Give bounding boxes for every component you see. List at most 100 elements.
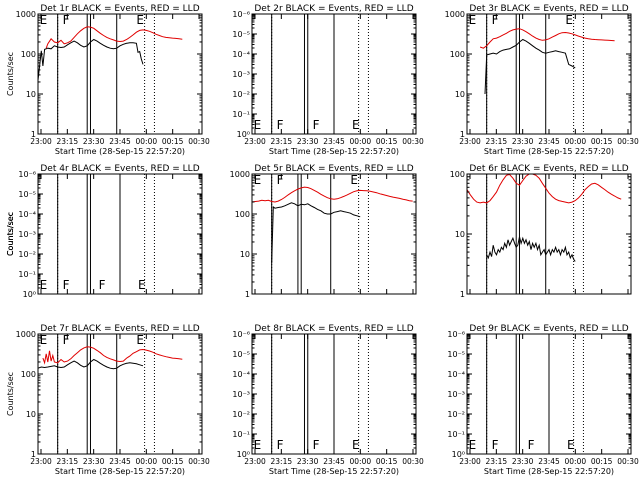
x-axis-title: Start Time (28-Sep-15 22:57:20) (269, 147, 399, 156)
series-line-events (486, 236, 576, 262)
x-tick-label: 23:45 (323, 137, 345, 146)
x-tick-label: 23:00 (30, 137, 52, 146)
y-axis-title: Counts/sec (6, 52, 15, 96)
series-line-events (271, 202, 361, 263)
y-tick-label: 1 (31, 130, 36, 139)
x-tick-label: 23:30 (297, 137, 319, 146)
x-tick-label: 00:15 (376, 457, 398, 466)
y-tick-label: 1 (460, 290, 465, 299)
series-line-events (37, 358, 144, 370)
x-tick-label: 23:15 (57, 457, 79, 466)
x-tick-label: 23:15 (271, 457, 293, 466)
x-tick-label: 23:45 (109, 137, 131, 146)
y-tick-label: 1000 (16, 10, 36, 19)
event-marker-e: E (350, 173, 358, 187)
x-tick-label: 00:00 (136, 457, 158, 466)
event-marker-f: F (63, 333, 70, 347)
x-axis-title: Start Time (28-Sep-15 22:57:20) (484, 467, 614, 476)
y-tick-label: 1000 (230, 170, 250, 179)
x-tick-label: 23:45 (538, 457, 560, 466)
y-tick-label: 10⁻¹ (18, 270, 36, 279)
x-tick-label: 00:15 (162, 457, 184, 466)
y-tick-label: 100 (21, 370, 36, 379)
y-tick-label: 10⁻³ (232, 390, 250, 399)
y-tick-label: 10⁻⁴ (447, 370, 465, 379)
plot-frame (466, 13, 632, 135)
y-tick-label: 10⁻⁴ (232, 370, 250, 379)
y-tick-label: 100 (21, 50, 36, 59)
y-tick-label: 10⁻² (232, 410, 250, 419)
x-tick-label: 00:00 (350, 457, 372, 466)
event-marker-e: E (138, 278, 146, 292)
chart-title: Det 6r BLACK = Events, RED = LLD (469, 164, 628, 174)
event-marker-e: E (254, 438, 262, 452)
y-tick-label: 10⁰ (452, 450, 465, 459)
x-axis-title: Start Time (28-Sep-15 22:57:20) (269, 467, 399, 476)
y-tick-label: 10⁻⁶ (447, 330, 465, 339)
event-marker-f: F (313, 438, 320, 452)
y-tick-label: 10⁻⁵ (232, 350, 250, 359)
y-tick-label: 10⁻⁶ (232, 330, 250, 339)
x-tick-label: 23:00 (459, 137, 481, 146)
y-axis-title: Counts/sec (6, 212, 15, 256)
x-tick-label: 00:30 (188, 137, 210, 146)
y-tick-label: 10⁻⁶ (18, 170, 36, 179)
x-axis-title: Start Time (28-Sep-15 22:57:20) (484, 147, 614, 156)
y-axis-title: Counts/sec (6, 372, 15, 416)
event-marker-e: E (567, 438, 575, 452)
y-tick-label: 1 (460, 130, 465, 139)
y-tick-label: 10⁻⁴ (232, 50, 250, 59)
y-tick-label: 10⁻⁵ (232, 30, 250, 39)
event-marker-f: F (528, 438, 535, 452)
event-marker-e: E (40, 278, 48, 292)
event-marker-f: F (99, 278, 106, 292)
series-line-lld (479, 28, 615, 49)
x-tick-label: 00:30 (402, 137, 424, 146)
y-tick-label: 10 (455, 90, 465, 99)
y-tick-label: 10⁻³ (18, 230, 36, 239)
x-tick-label: 23:00 (459, 457, 481, 466)
series-line-lld (251, 186, 413, 203)
y-axis-title: Counts/sec (6, 212, 15, 256)
chart-title: Det 5r BLACK = Events, RED = LLD (254, 164, 413, 174)
event-marker-f: F (277, 173, 284, 187)
series-line-events (37, 38, 144, 81)
x-tick-label: 23:00 (30, 457, 52, 466)
x-tick-label: 00:15 (591, 137, 613, 146)
y-tick-label: 10⁻³ (232, 70, 250, 79)
y-tick-label: 1 (245, 290, 250, 299)
x-tick-label: 00:30 (402, 457, 424, 466)
y-tick-label: 10⁻¹ (447, 430, 465, 439)
series-line-lld (42, 346, 183, 365)
y-tick-label: 1000 (16, 330, 36, 339)
series-line-events (484, 38, 576, 95)
y-tick-label: 10⁰ (23, 290, 36, 299)
y-tick-label: 1000 (445, 10, 465, 19)
y-tick-label: 10 (26, 90, 36, 99)
x-tick-label: 23:00 (244, 137, 266, 146)
chart-title: Det 1r BLACK = Events, RED = LLD (40, 4, 199, 14)
x-tick-label: 23:30 (512, 137, 534, 146)
y-tick-label: 100 (235, 210, 250, 219)
x-tick-label: 00:00 (565, 457, 587, 466)
event-marker-e: E (136, 333, 144, 347)
x-tick-label: 00:15 (591, 457, 613, 466)
event-marker-e: E (352, 438, 360, 452)
event-marker-e: E (565, 13, 573, 27)
x-tick-label: 23:15 (57, 137, 79, 146)
series-line-lld (466, 173, 622, 204)
y-tick-label: 10⁻² (447, 410, 465, 419)
chart-panel-2: Det 2r BLACK = Events, RED = LLD E F F E 10⁻⁶… (232, 4, 424, 156)
x-tick-label: 23:30 (512, 457, 534, 466)
event-marker-f: F (277, 438, 284, 452)
y-tick-label: 100 (450, 170, 465, 179)
y-tick-label: 10⁻¹ (232, 110, 250, 119)
chart-panel-4: Det 4r BLACK = Events, RED = LLD E F F E 10⁻⁶… (6, 164, 203, 299)
plot-frame (37, 13, 203, 135)
event-marker-e: E (254, 173, 262, 187)
series-line-lld (45, 26, 183, 49)
